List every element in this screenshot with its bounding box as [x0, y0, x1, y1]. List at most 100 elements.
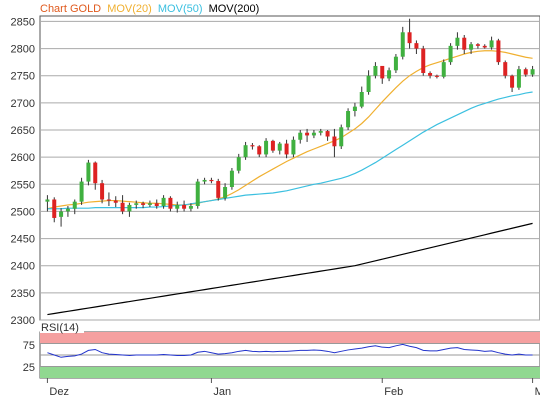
candle	[52, 197, 57, 223]
candle-body	[428, 73, 433, 76]
candle	[325, 130, 330, 141]
candle-body	[414, 43, 419, 49]
candle-body	[229, 170, 234, 187]
legend-mov20: MOV(20)	[107, 3, 152, 15]
y-tick-label: 2650	[11, 125, 35, 137]
x-tick-label: Jan	[213, 386, 231, 398]
legend-chart-gold: Chart GOLD	[40, 3, 101, 15]
candle-body	[65, 208, 70, 212]
candle-body	[462, 37, 467, 50]
candle-body	[270, 140, 275, 151]
candle	[373, 62, 378, 79]
candle-body	[332, 136, 337, 147]
candle	[175, 201, 180, 213]
candle-body	[352, 106, 357, 111]
candle-body	[93, 162, 98, 184]
candle-body	[175, 204, 180, 209]
candle-body	[106, 199, 111, 201]
y-tick-label: 2750	[11, 71, 35, 83]
candle-body	[448, 45, 453, 63]
candle	[195, 178, 200, 209]
candle	[366, 70, 371, 95]
candle-body	[339, 127, 344, 147]
y-tick-label: 2400	[11, 261, 35, 273]
candle	[127, 202, 132, 217]
candle-body	[516, 69, 521, 88]
candle-body	[52, 199, 57, 218]
candle-body	[161, 197, 166, 206]
candle-body	[120, 202, 125, 212]
candle	[277, 141, 282, 155]
candle-body	[209, 179, 214, 182]
candle-body	[475, 44, 480, 46]
candle	[400, 26, 405, 60]
candle	[530, 65, 535, 77]
candle	[229, 168, 234, 190]
candle-body	[147, 203, 152, 205]
candle-body	[523, 69, 528, 75]
candle	[414, 40, 419, 54]
candle	[236, 153, 241, 174]
candle	[352, 102, 357, 117]
candle-body	[59, 211, 64, 217]
y-tick-label: 2300	[11, 315, 35, 327]
candle-body	[223, 187, 228, 198]
candle	[510, 74, 515, 92]
candle-body	[100, 183, 105, 200]
svg-text:Chart GOLD MOV(20) MOV: Chart GOLD MOV(20) MOV(50) MOV(200)	[40, 3, 259, 15]
candle	[216, 178, 221, 201]
candle	[113, 196, 118, 208]
candle-body	[113, 200, 118, 203]
candle	[93, 161, 98, 190]
candle	[209, 177, 214, 184]
candle	[482, 44, 487, 49]
candle-body	[346, 111, 351, 128]
price-y-ticks: 2300 2350 2400 2450 2500 2550 2600 2650 2700 2750…	[11, 16, 35, 327]
candle-body	[277, 143, 282, 151]
candle	[298, 130, 303, 144]
candle	[496, 38, 501, 65]
candles	[45, 18, 535, 227]
candle-body	[359, 92, 364, 107]
candle	[332, 128, 337, 158]
candle-body	[284, 143, 289, 155]
candle	[516, 65, 521, 90]
y-tick-label: 2850	[11, 16, 35, 28]
candle-body	[325, 131, 330, 137]
candle	[462, 35, 467, 54]
candle	[380, 65, 385, 84]
candle-body	[407, 32, 412, 44]
candle	[45, 195, 50, 212]
candle	[393, 54, 398, 73]
x-axis: Dez Jan Feb Mrz	[46, 378, 540, 398]
candle-body	[250, 145, 255, 147]
candle	[523, 67, 528, 77]
candle	[154, 199, 159, 209]
candle-body	[188, 206, 193, 209]
candle	[475, 43, 480, 49]
candle	[188, 203, 193, 212]
candle	[168, 196, 173, 212]
candle	[305, 128, 310, 142]
rsi-tick-25: 25	[23, 362, 35, 374]
candle-body	[154, 203, 159, 206]
candle-body	[79, 181, 84, 202]
candle-body	[291, 139, 296, 155]
candle	[65, 206, 70, 217]
candle	[359, 86, 364, 109]
candle-body	[441, 62, 446, 77]
candle-body	[195, 181, 200, 206]
candle-body	[127, 204, 132, 212]
candle	[407, 18, 412, 49]
y-tick-label: 2700	[11, 98, 35, 110]
candle-body	[72, 201, 77, 209]
price-panel: 2300 2350 2400 2450 2500 2550 2600 2650 2700 2750…	[11, 15, 540, 327]
candle-body	[202, 179, 207, 182]
legend-mov50: MOV(50)	[158, 3, 203, 15]
x-tick-label: Dez	[49, 386, 69, 398]
rsi-oversold-band	[40, 366, 540, 378]
candle	[489, 36, 494, 50]
candle-body	[496, 40, 501, 63]
candle	[346, 108, 351, 130]
